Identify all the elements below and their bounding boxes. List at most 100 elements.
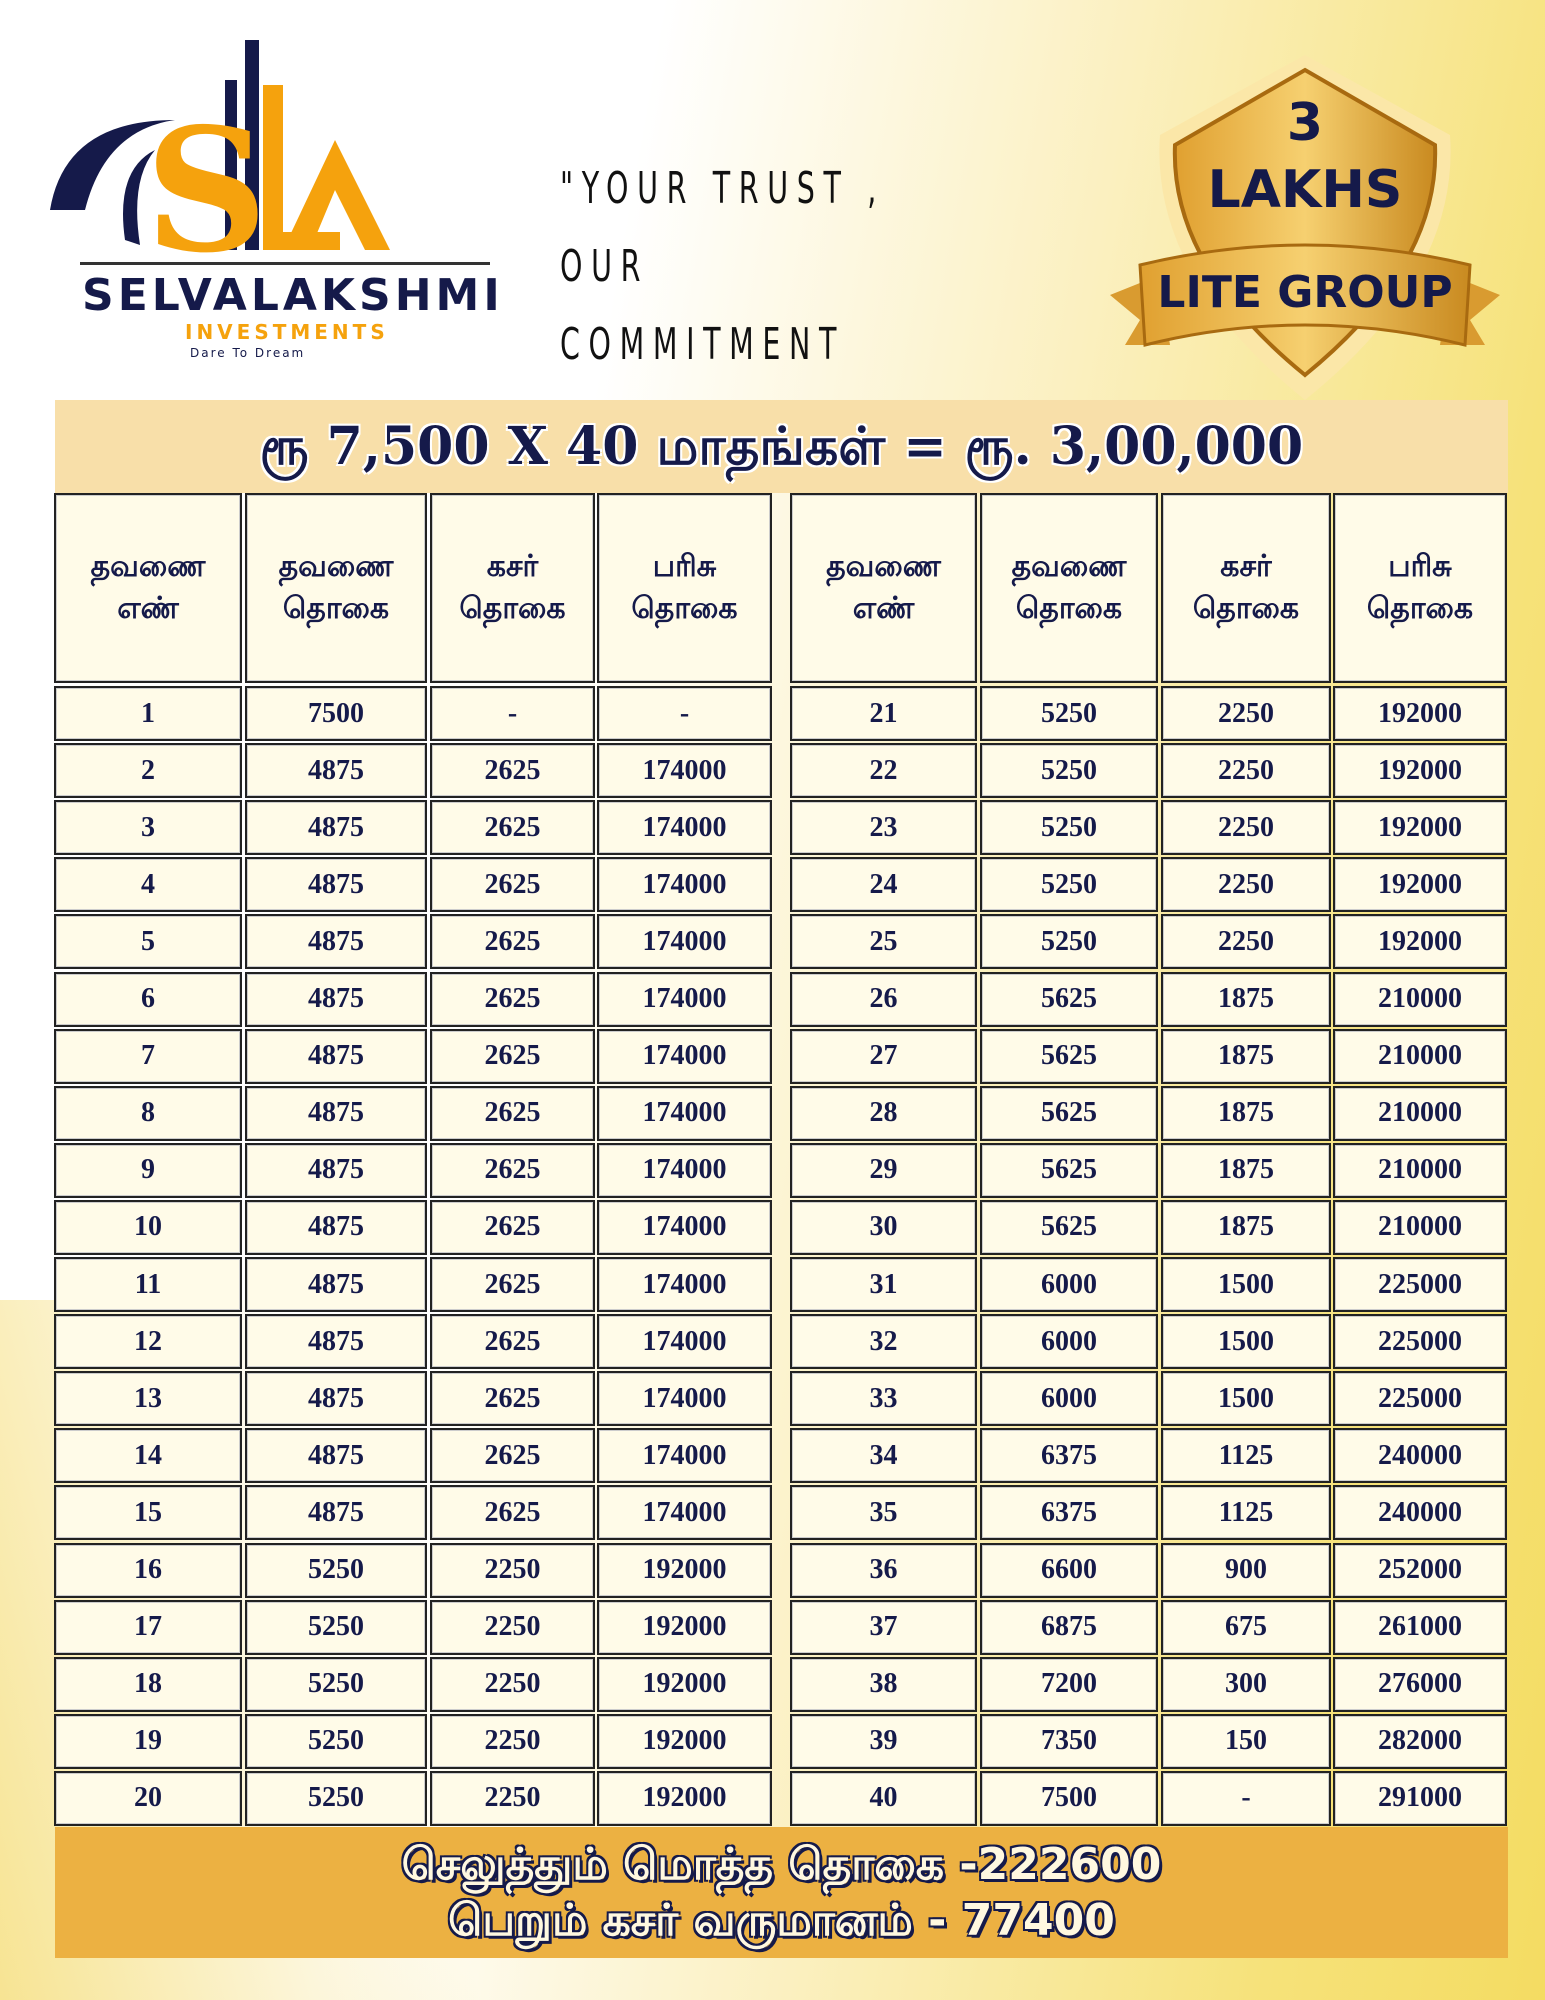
cell-dividend-amount: 900 bbox=[1161, 1542, 1331, 1598]
cell-dividend-amount: - bbox=[1161, 1770, 1331, 1826]
header-prize-amount: பரிசு தொகை bbox=[597, 493, 772, 683]
cell-installment-no: 32 bbox=[790, 1314, 977, 1370]
cell-installment-amount: 4875 bbox=[245, 914, 427, 970]
cell-dividend-amount: 2625 bbox=[430, 857, 595, 913]
header-prize-amount: பரிசு தொகை bbox=[1333, 493, 1507, 683]
badge-group: LITE GROUP bbox=[1157, 267, 1453, 318]
cell-dividend-amount: 2625 bbox=[430, 1257, 595, 1312]
cell-installment-amount: 6875 bbox=[980, 1599, 1158, 1655]
cell-installment-no: 15 bbox=[54, 1485, 242, 1541]
cell-installment-no: 39 bbox=[790, 1713, 977, 1769]
cell-dividend-amount: 2625 bbox=[430, 1199, 595, 1255]
cell-prize-amount: 210000 bbox=[1333, 1028, 1507, 1084]
cell-dividend-amount: 1500 bbox=[1161, 1257, 1331, 1312]
cell-installment-amount: 4875 bbox=[245, 1485, 427, 1541]
cell-prize-amount: 192000 bbox=[597, 1713, 772, 1769]
cell-dividend-amount: 2625 bbox=[430, 971, 595, 1027]
cell-dividend-amount: 2250 bbox=[430, 1542, 595, 1598]
cell-prize-amount: 174000 bbox=[597, 800, 772, 856]
cell-installment-no: 28 bbox=[790, 1085, 977, 1141]
cell-installment-amount: 5625 bbox=[980, 1028, 1158, 1084]
cell-installment-amount: 4875 bbox=[245, 1142, 427, 1198]
cell-dividend-amount: 1875 bbox=[1161, 1199, 1331, 1255]
cell-installment-no: 34 bbox=[790, 1428, 977, 1484]
cell-prize-amount: - bbox=[597, 686, 772, 741]
cell-dividend-amount: 2250 bbox=[1161, 857, 1331, 913]
cell-installment-amount: 4875 bbox=[245, 1371, 427, 1427]
cell-dividend-amount: 2625 bbox=[430, 1485, 595, 1541]
badge-unit: LAKHS bbox=[1207, 160, 1403, 220]
cell-prize-amount: 210000 bbox=[1333, 1142, 1507, 1198]
cell-prize-amount: 240000 bbox=[1333, 1428, 1507, 1484]
cell-dividend-amount: 1875 bbox=[1161, 1142, 1331, 1198]
cell-dividend-amount: 2625 bbox=[430, 1085, 595, 1141]
cell-installment-amount: 5250 bbox=[980, 914, 1158, 970]
cell-installment-amount: 5250 bbox=[980, 857, 1158, 913]
cell-installment-no: 29 bbox=[790, 1142, 977, 1198]
cell-installment-no: 25 bbox=[790, 914, 977, 970]
svg-text:S: S bbox=[145, 91, 268, 291]
cell-installment-no: 35 bbox=[790, 1485, 977, 1541]
cell-installment-no: 1 bbox=[54, 686, 242, 741]
cell-prize-amount: 174000 bbox=[597, 1485, 772, 1541]
cell-dividend-amount: 2250 bbox=[1161, 743, 1331, 799]
cell-installment-no: 16 bbox=[54, 1542, 242, 1598]
cell-installment-no: 2 bbox=[54, 743, 242, 799]
cell-installment-no: 22 bbox=[790, 743, 977, 799]
cell-dividend-amount: 2625 bbox=[430, 800, 595, 856]
cell-dividend-amount: 2625 bbox=[430, 1428, 595, 1484]
cell-prize-amount: 210000 bbox=[1333, 1085, 1507, 1141]
cell-installment-no: 17 bbox=[54, 1599, 242, 1655]
cell-prize-amount: 261000 bbox=[1333, 1599, 1507, 1655]
total-payment: செலுத்தும் மொத்த தொகை -222600 bbox=[401, 1839, 1162, 1890]
cell-dividend-amount: 2250 bbox=[1161, 686, 1331, 741]
cell-dividend-amount: 2625 bbox=[430, 743, 595, 799]
cell-installment-amount: 6600 bbox=[980, 1542, 1158, 1598]
cell-prize-amount: 174000 bbox=[597, 914, 772, 970]
cell-dividend-amount: 1875 bbox=[1161, 1028, 1331, 1084]
cell-installment-amount: 5250 bbox=[980, 686, 1158, 741]
cell-dividend-amount: 2625 bbox=[430, 1142, 595, 1198]
cell-installment-no: 20 bbox=[54, 1770, 242, 1826]
cell-prize-amount: 240000 bbox=[1333, 1485, 1507, 1541]
sla-logo: S bbox=[50, 40, 490, 291]
cell-dividend-amount: 300 bbox=[1161, 1656, 1331, 1712]
cell-dividend-amount: - bbox=[430, 686, 595, 741]
header-installment-amount: தவணை தொகை bbox=[980, 493, 1158, 683]
cell-prize-amount: 282000 bbox=[1333, 1713, 1507, 1769]
cell-prize-amount: 192000 bbox=[1333, 857, 1507, 913]
cell-installment-amount: 5625 bbox=[980, 1085, 1158, 1141]
cell-dividend-amount: 1125 bbox=[1161, 1485, 1331, 1541]
cell-prize-amount: 192000 bbox=[597, 1656, 772, 1712]
header-installment-no: தவணை எண் bbox=[54, 493, 242, 683]
cell-installment-amount: 4875 bbox=[245, 743, 427, 799]
cell-installment-amount: 6000 bbox=[980, 1371, 1158, 1427]
cell-installment-no: 40 bbox=[790, 1770, 977, 1826]
cell-installment-no: 33 bbox=[790, 1371, 977, 1427]
slogan-line2: OUR COMMITMENT bbox=[560, 241, 846, 370]
cell-installment-no: 4 bbox=[54, 857, 242, 913]
cell-installment-amount: 7500 bbox=[245, 686, 427, 741]
cell-prize-amount: 210000 bbox=[1333, 1199, 1507, 1255]
cell-prize-amount: 174000 bbox=[597, 743, 772, 799]
cell-dividend-amount: 2625 bbox=[430, 1371, 595, 1427]
cell-installment-amount: 4875 bbox=[245, 1257, 427, 1312]
cell-installment-amount: 4875 bbox=[245, 1085, 427, 1141]
cell-installment-no: 11 bbox=[54, 1257, 242, 1312]
cell-dividend-amount: 2250 bbox=[1161, 800, 1331, 856]
cell-installment-amount: 4875 bbox=[245, 1199, 427, 1255]
cell-installment-no: 21 bbox=[790, 686, 977, 741]
cell-prize-amount: 174000 bbox=[597, 857, 772, 913]
cell-installment-amount: 4875 bbox=[245, 1314, 427, 1370]
cell-dividend-amount: 2250 bbox=[1161, 914, 1331, 970]
cell-installment-amount: 7500 bbox=[980, 1770, 1158, 1826]
cell-prize-amount: 192000 bbox=[1333, 914, 1507, 970]
header-installment-no: தவணை எண் bbox=[790, 493, 977, 683]
header-dividend-amount: கசர் தொகை bbox=[1161, 493, 1331, 683]
cell-prize-amount: 174000 bbox=[597, 1142, 772, 1198]
cell-installment-amount: 6000 bbox=[980, 1257, 1158, 1312]
header-dividend-amount: கசர் தொகை bbox=[430, 493, 595, 683]
cell-dividend-amount: 2250 bbox=[430, 1713, 595, 1769]
cell-installment-no: 23 bbox=[790, 800, 977, 856]
cell-installment-amount: 5250 bbox=[245, 1656, 427, 1712]
